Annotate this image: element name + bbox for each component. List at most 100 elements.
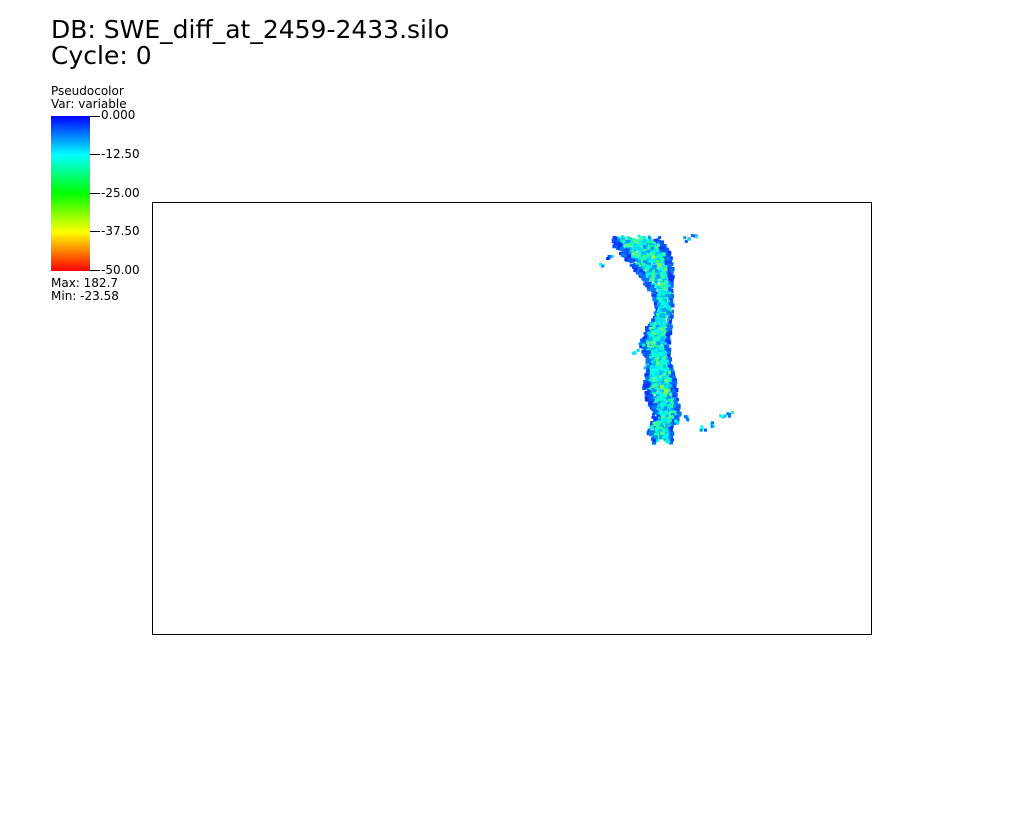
field-cell	[656, 304, 660, 308]
field-cell	[652, 340, 656, 343]
field-cell	[645, 376, 650, 381]
field-cell	[667, 250, 672, 255]
field-cell	[654, 368, 659, 373]
field-cell	[660, 240, 665, 245]
field-cell	[654, 336, 659, 341]
field-cell	[665, 339, 670, 344]
field-cell	[646, 239, 650, 244]
field-cell	[658, 365, 662, 369]
field-cell	[640, 246, 644, 250]
field-cell	[667, 294, 672, 298]
field-cell	[668, 331, 673, 335]
field-cell	[657, 355, 660, 359]
field-cell	[656, 426, 660, 430]
field-cell	[653, 438, 657, 442]
field-cell	[674, 393, 678, 397]
field-cell	[622, 246, 626, 250]
legend-tick-label: -12.50	[101, 147, 140, 161]
field-cell	[630, 259, 634, 263]
field-cell	[645, 391, 650, 396]
field-cell	[656, 241, 660, 245]
field-cell	[659, 388, 664, 393]
field-cell	[646, 341, 650, 345]
field-cell	[626, 235, 630, 239]
field-cell	[659, 308, 663, 312]
field-cell	[614, 236, 618, 240]
plot-frame[interactable]	[152, 202, 872, 635]
field-cell	[668, 311, 672, 315]
field-cell	[649, 334, 652, 338]
field-cell	[653, 361, 657, 365]
field-cell	[646, 334, 651, 339]
legend-plot-type: Pseudocolor	[51, 84, 124, 98]
field-cell	[671, 383, 675, 388]
field-cell	[613, 241, 617, 245]
field-cell	[649, 260, 653, 264]
field-cell	[646, 272, 651, 277]
field-cell	[667, 284, 671, 288]
field-cell	[648, 245, 652, 250]
field-cell	[651, 408, 655, 412]
field-cell	[669, 319, 672, 323]
field-cell	[645, 277, 650, 282]
field-cell	[668, 282, 672, 286]
field-cell	[652, 334, 655, 338]
field-cell	[668, 386, 673, 391]
field-cell	[650, 322, 654, 327]
field-cell	[642, 386, 646, 390]
field-cell	[658, 263, 662, 267]
field-cell	[644, 394, 648, 398]
field-cell	[643, 331, 647, 335]
field-cell	[667, 340, 672, 345]
field-cell	[632, 247, 637, 251]
field-cell	[650, 379, 654, 383]
field-cell	[650, 425, 655, 430]
field-cell	[647, 236, 651, 239]
field-cell	[726, 412, 730, 416]
field-cell	[611, 239, 616, 243]
field-cell	[667, 314, 670, 317]
field-cell	[645, 353, 649, 358]
field-cell	[664, 287, 669, 291]
field-cell	[642, 249, 646, 252]
field-cell	[657, 309, 660, 313]
field-cell	[642, 282, 646, 286]
field-cell	[670, 364, 674, 368]
field-cell	[599, 262, 603, 266]
field-cell	[662, 307, 667, 312]
field-cell	[649, 264, 654, 269]
field-cell	[663, 406, 668, 411]
field-cell	[673, 378, 677, 383]
field-cell	[646, 381, 651, 386]
field-cell	[631, 254, 636, 259]
field-cell	[650, 372, 655, 377]
field-cell	[666, 348, 671, 353]
field-cell	[643, 236, 647, 240]
field-cell	[662, 427, 666, 431]
field-cell	[649, 243, 653, 247]
field-cell	[668, 371, 671, 374]
field-cell	[665, 414, 669, 418]
field-cell	[665, 333, 670, 338]
field-cell	[667, 351, 671, 355]
field-cell	[661, 313, 666, 318]
field-cell	[665, 251, 669, 256]
field-cell	[656, 300, 661, 305]
field-cell	[660, 376, 664, 380]
field-cell	[669, 381, 672, 385]
pseudocolor-field	[599, 234, 734, 445]
field-cell	[647, 274, 652, 279]
field-cell	[667, 388, 671, 392]
field-cell	[638, 251, 642, 255]
legend-tick-label: -37.50	[101, 224, 140, 238]
field-cell	[643, 254, 647, 258]
field-cell	[649, 394, 654, 399]
field-cell	[667, 408, 672, 413]
field-cell	[695, 235, 699, 239]
field-cell	[648, 401, 653, 406]
field-cell	[614, 244, 618, 248]
field-cell	[651, 415, 655, 419]
field-cell	[651, 341, 655, 345]
field-cell	[652, 391, 656, 395]
field-cell	[634, 239, 639, 244]
